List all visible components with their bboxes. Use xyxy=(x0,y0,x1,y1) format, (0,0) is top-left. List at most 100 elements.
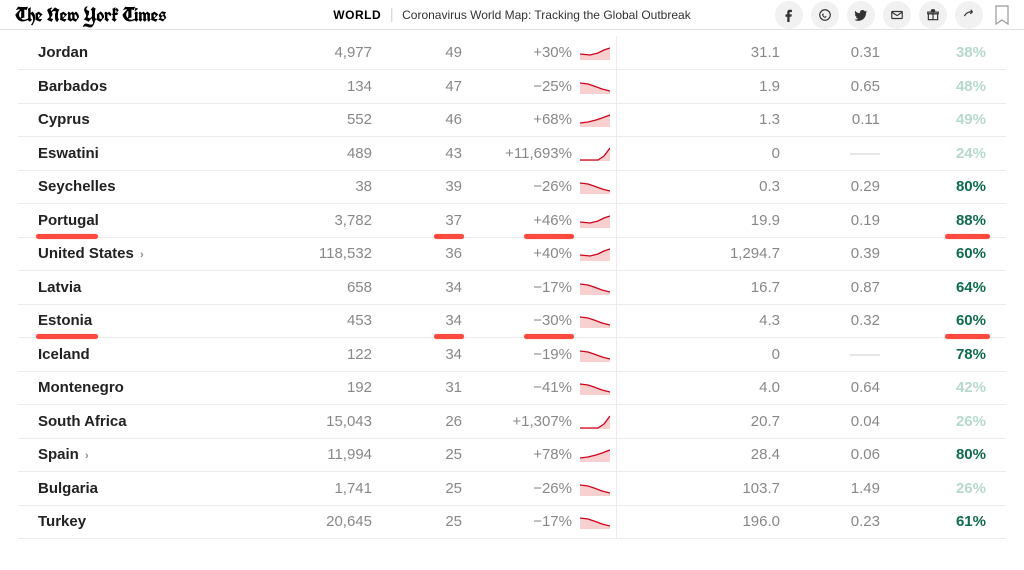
value2-cell: 34 xyxy=(378,271,468,305)
value4-cell: 0.11 xyxy=(786,103,886,137)
value3-cell: 0 xyxy=(656,338,786,372)
spark-cell xyxy=(578,271,616,305)
spark-cell xyxy=(578,237,616,271)
value2-cell: 49 xyxy=(378,36,468,70)
table-row: Estonia45334−30%4.30.3260% xyxy=(18,304,1006,338)
pct2-cell: 26% xyxy=(886,472,1006,506)
value2-cell: 37 xyxy=(378,204,468,238)
value1-cell: 134 xyxy=(228,70,378,104)
pct-cell: −30% xyxy=(468,304,578,338)
gap-cell xyxy=(616,36,656,70)
spark-cell xyxy=(578,505,616,539)
value1-cell: 658 xyxy=(228,271,378,305)
pct-cell: +68% xyxy=(468,103,578,137)
value2-cell: 25 xyxy=(378,505,468,539)
sparkline xyxy=(580,46,610,60)
value4-cell: 0.04 xyxy=(786,405,886,439)
email-icon[interactable] xyxy=(883,1,911,29)
spark-cell xyxy=(578,338,616,372)
country-cell: Cyprus xyxy=(18,103,228,137)
value2-cell: 36 xyxy=(378,237,468,271)
value1-cell: 4,977 xyxy=(228,36,378,70)
gap-cell xyxy=(616,237,656,271)
pct2-cell: 64% xyxy=(886,271,1006,305)
value2-cell: 39 xyxy=(378,170,468,204)
sparkline xyxy=(580,113,610,127)
pct-cell: −17% xyxy=(468,505,578,539)
sparkline xyxy=(580,247,610,261)
spark-cell xyxy=(578,405,616,439)
value1-cell: 118,532 xyxy=(228,237,378,271)
value3-cell: 103.7 xyxy=(656,472,786,506)
share-icon[interactable] xyxy=(955,1,983,29)
country-cell: Bulgaria xyxy=(18,472,228,506)
facebook-icon[interactable] xyxy=(775,1,803,29)
country-cell: Iceland xyxy=(18,338,228,372)
value4-cell: 0.32 xyxy=(786,304,886,338)
pct2-cell: 48% xyxy=(886,70,1006,104)
table-row: Eswatini48943+11,693%0——24% xyxy=(18,137,1006,171)
gap-cell xyxy=(616,438,656,472)
pct-cell: −26% xyxy=(468,170,578,204)
value2-cell: 34 xyxy=(378,304,468,338)
value4-cell: —— xyxy=(786,137,886,171)
pct2-cell: 42% xyxy=(886,371,1006,405)
pct-cell: +40% xyxy=(468,237,578,271)
data-table: Jordan4,97749+30%31.10.3138%Barbados1344… xyxy=(18,36,1006,539)
sparkline xyxy=(580,348,610,362)
bookmark-icon[interactable] xyxy=(995,5,1009,25)
gap-cell xyxy=(616,338,656,372)
spark-cell xyxy=(578,70,616,104)
share-icons xyxy=(775,1,1009,29)
country-cell: Jordan xyxy=(18,36,228,70)
value4-cell: 0.64 xyxy=(786,371,886,405)
pct-cell: −17% xyxy=(468,271,578,305)
value1-cell: 122 xyxy=(228,338,378,372)
country-cell[interactable]: United States › xyxy=(18,237,228,271)
value3-cell: 4.0 xyxy=(656,371,786,405)
nyt-logo[interactable]: The New York Times xyxy=(15,1,166,28)
country-cell[interactable]: Spain › xyxy=(18,438,228,472)
table-row: Bulgaria1,74125−26%103.71.4926% xyxy=(18,472,1006,506)
gap-cell xyxy=(616,137,656,171)
chevron-right-icon: › xyxy=(140,249,144,261)
article-title[interactable]: Coronavirus World Map: Tracking the Glob… xyxy=(402,8,691,22)
country-cell: Latvia xyxy=(18,271,228,305)
value1-cell: 552 xyxy=(228,103,378,137)
value2-cell: 25 xyxy=(378,438,468,472)
section-label[interactable]: WORLD xyxy=(333,8,392,22)
spark-cell xyxy=(578,170,616,204)
header-breadcrumb: WORLD Coronavirus World Map: Tracking th… xyxy=(333,8,690,22)
sparkline xyxy=(580,147,610,161)
country-cell: South Africa xyxy=(18,405,228,439)
sparkline xyxy=(580,482,610,496)
country-cell: Barbados xyxy=(18,70,228,104)
value1-cell: 15,043 xyxy=(228,405,378,439)
twitter-icon[interactable] xyxy=(847,1,875,29)
country-cell: Portugal xyxy=(18,204,228,238)
table-container: Jordan4,97749+30%31.10.3138%Barbados1344… xyxy=(0,36,1024,539)
table-row: Montenegro19231−41%4.00.6442% xyxy=(18,371,1006,405)
value3-cell: 0 xyxy=(656,137,786,171)
gap-cell xyxy=(616,304,656,338)
table-row: Spain ›11,99425+78%28.40.0680% xyxy=(18,438,1006,472)
value4-cell: 0.29 xyxy=(786,170,886,204)
whatsapp-icon[interactable] xyxy=(811,1,839,29)
sparkline xyxy=(580,281,610,295)
spark-cell xyxy=(578,472,616,506)
table-row: Barbados13447−25%1.90.6548% xyxy=(18,70,1006,104)
page-header: The New York Times WORLD Coronavirus Wor… xyxy=(0,0,1024,30)
pct2-cell: 26% xyxy=(886,405,1006,439)
gift-icon[interactable] xyxy=(919,1,947,29)
chevron-right-icon: › xyxy=(85,450,89,462)
pct2-cell: 78% xyxy=(886,338,1006,372)
value3-cell: 0.3 xyxy=(656,170,786,204)
value3-cell: 1.9 xyxy=(656,70,786,104)
country-cell: Seychelles xyxy=(18,170,228,204)
spark-cell xyxy=(578,304,616,338)
value1-cell: 3,782 xyxy=(228,204,378,238)
pct-cell: −25% xyxy=(468,70,578,104)
pct2-cell: 80% xyxy=(886,170,1006,204)
value4-cell: —— xyxy=(786,338,886,372)
table-row: Portugal3,78237+46%19.90.1988% xyxy=(18,204,1006,238)
